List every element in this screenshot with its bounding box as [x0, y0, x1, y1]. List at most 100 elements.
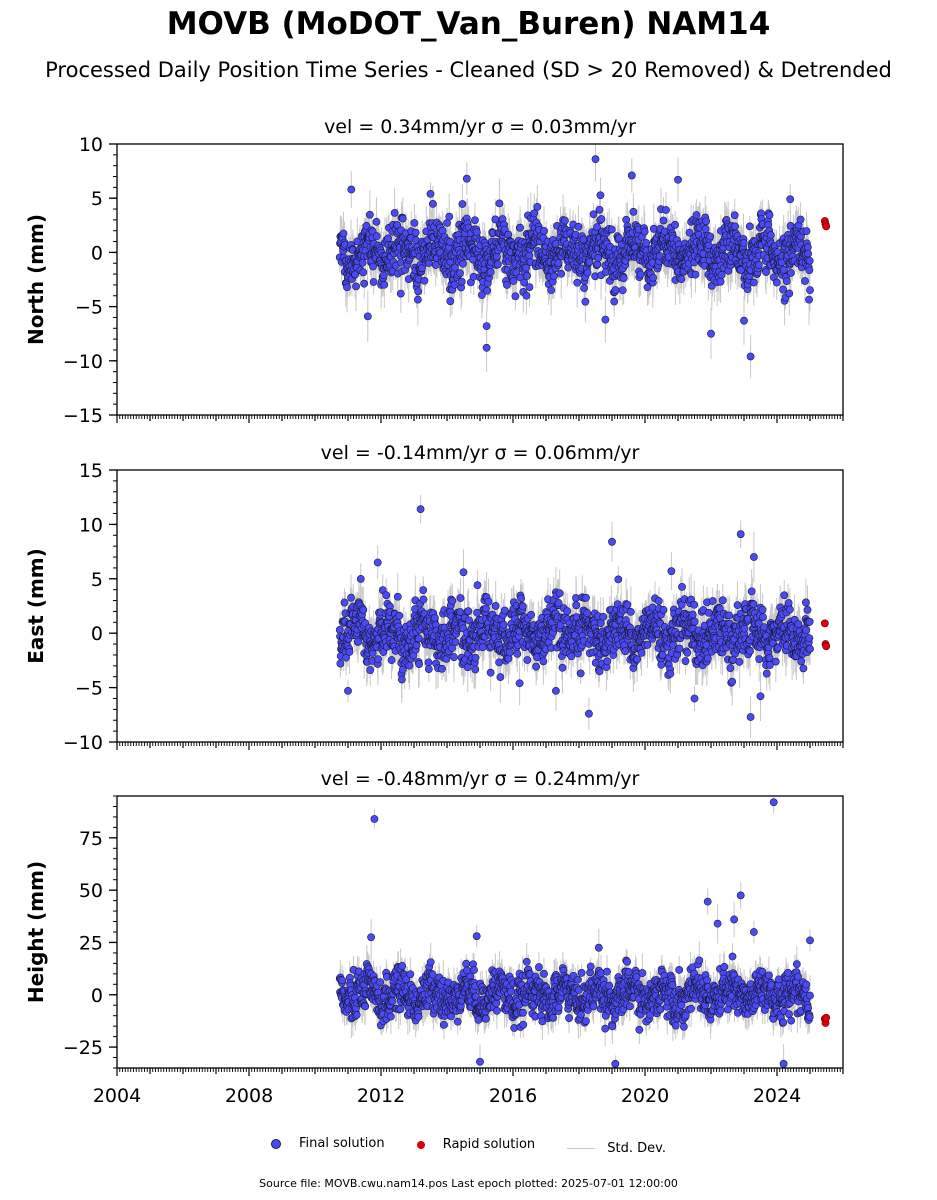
data-point [363, 312, 372, 321]
data-point [662, 206, 670, 214]
data-point [410, 219, 419, 227]
data-point [786, 195, 795, 204]
data-point [766, 231, 775, 240]
data-point [589, 210, 598, 219]
data-point [583, 268, 592, 277]
data-point [366, 666, 375, 674]
data-point [445, 212, 454, 221]
data-point [356, 575, 365, 583]
data-point [801, 277, 809, 285]
data-point [706, 232, 715, 241]
data-point [483, 286, 492, 295]
data-point [701, 225, 710, 233]
plot-area-east [335, 494, 831, 738]
data-point [345, 648, 354, 656]
data-point [746, 352, 755, 361]
data-point [458, 200, 467, 208]
data-point [450, 263, 459, 272]
data-point [762, 268, 770, 276]
data-point [649, 273, 658, 282]
data-point [627, 171, 636, 180]
plot-area-north [335, 144, 831, 379]
data-point [522, 263, 530, 272]
data-point [525, 283, 534, 291]
data-point [411, 228, 420, 237]
data-point [659, 216, 668, 225]
data-point [504, 230, 513, 239]
data-point [365, 210, 374, 219]
data-point [779, 285, 787, 294]
rapid-solution-points [820, 217, 831, 231]
data-point [369, 262, 377, 271]
data-point [730, 211, 739, 220]
data-point [380, 280, 389, 289]
data-point [642, 239, 651, 247]
data-point [414, 287, 423, 296]
data-point [372, 232, 381, 241]
data-point [691, 270, 700, 279]
data-point [731, 222, 739, 231]
data-point [622, 215, 631, 224]
data-point [503, 280, 511, 289]
data-point [806, 286, 814, 295]
data-point [591, 155, 600, 164]
data-point [802, 227, 811, 236]
data-point [358, 258, 367, 267]
panel-title: vel = 0.34mm/yr σ = 0.03mm/yr [324, 116, 636, 138]
data-point [596, 191, 605, 200]
y-tick-label: −15 [63, 405, 103, 427]
data-point [782, 277, 791, 286]
chart-title: MOVB (MoDOT_Van_Buren) NAM14 [166, 6, 771, 42]
data-point [677, 275, 686, 284]
data-point [796, 215, 805, 224]
data-point [593, 223, 601, 232]
data-point [707, 329, 715, 338]
data-point [765, 211, 774, 220]
data-point [573, 278, 582, 287]
data-point [702, 217, 711, 226]
data-point [581, 297, 590, 306]
data-point [523, 272, 531, 280]
data-point [754, 261, 763, 269]
data-point [671, 220, 680, 229]
data-point [372, 217, 381, 226]
data-point [580, 284, 589, 293]
data-point [418, 264, 426, 273]
data-point [636, 270, 645, 279]
data-point [335, 626, 344, 634]
data-point [716, 277, 725, 286]
data-point [522, 291, 531, 300]
data-point [749, 278, 758, 287]
data-point [450, 280, 459, 289]
data-point [493, 252, 501, 261]
rapid-point [822, 222, 831, 231]
data-point [547, 286, 556, 295]
data-point [643, 283, 652, 292]
chart-subtitle: Processed Daily Position Time Series - C… [45, 58, 892, 82]
data-point [540, 227, 548, 235]
data-point [593, 260, 602, 269]
y-axis-label: North (mm) [24, 214, 48, 345]
data-point [413, 295, 422, 304]
data-point [525, 251, 534, 260]
data-point [595, 205, 604, 214]
data-point [459, 259, 467, 268]
data-point [745, 222, 754, 231]
data-point [457, 277, 466, 286]
data-point [398, 214, 407, 223]
data-point [347, 593, 355, 602]
data-point [359, 605, 368, 614]
data-point [610, 297, 619, 306]
data-point [343, 283, 351, 292]
y-tick-label: 0 [91, 242, 103, 264]
data-point [574, 222, 583, 231]
data-point [477, 291, 486, 299]
y-tick-label: −10 [63, 351, 103, 373]
data-point [611, 286, 620, 294]
data-point [772, 278, 781, 287]
data-point [607, 225, 616, 234]
data-point [511, 292, 520, 301]
data-point [486, 268, 495, 276]
